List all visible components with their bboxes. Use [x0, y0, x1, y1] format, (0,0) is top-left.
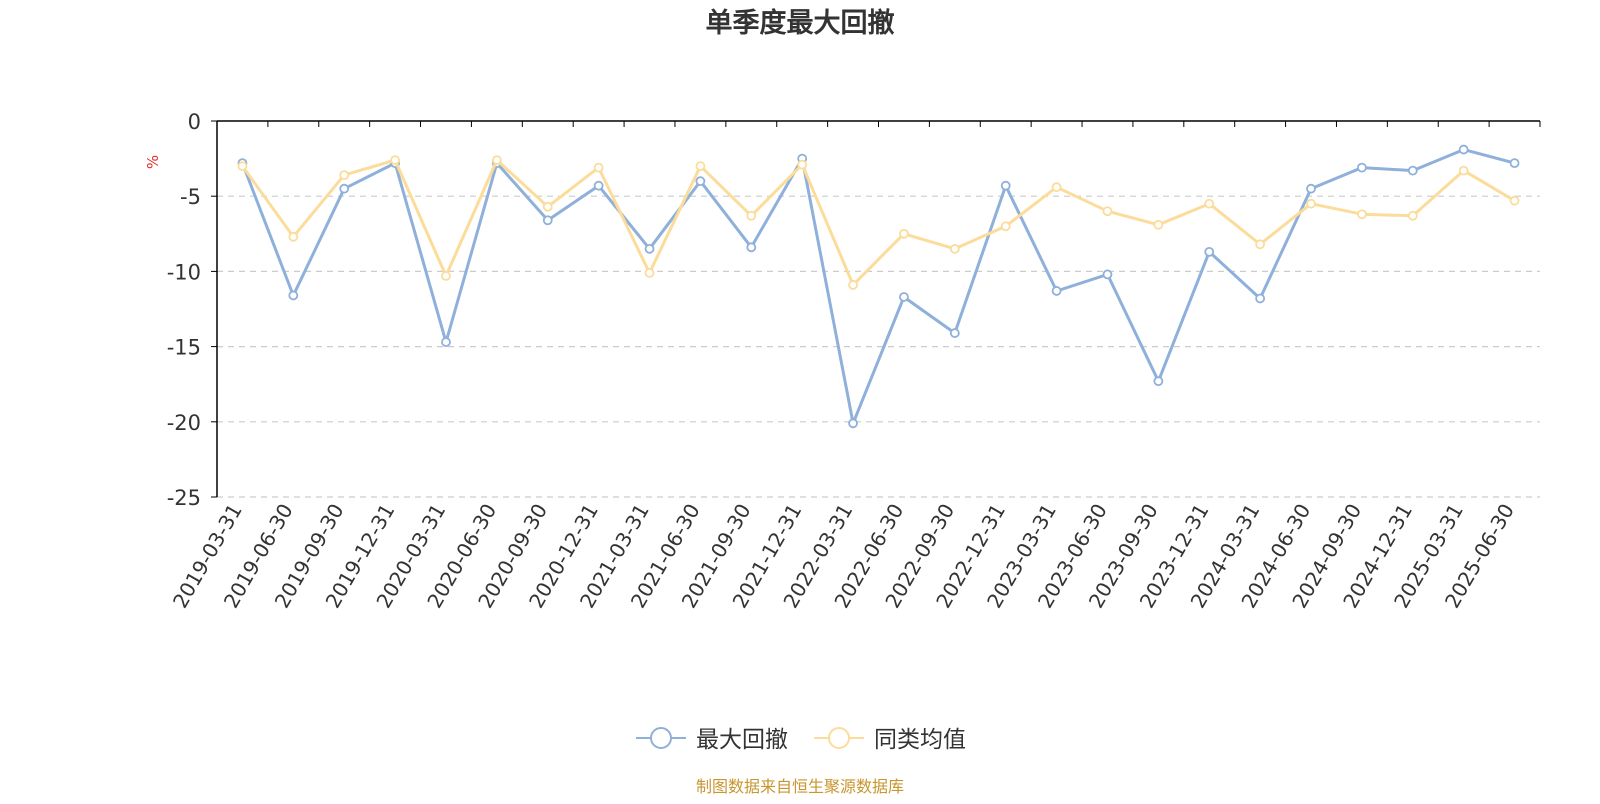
- axes: 0-5-10-15-20-252019-03-312019-06-302019-…: [167, 110, 1541, 612]
- series-line-1: [241, 158, 1516, 287]
- data-point-1[interactable]: [1357, 209, 1367, 220]
- data-point-1[interactable]: [695, 161, 706, 172]
- data-point-1[interactable]: [441, 271, 451, 281]
- legend-item-drawdown[interactable]: 最大回撤: [636, 727, 788, 753]
- chart-title: 单季度最大回撤: [706, 7, 895, 39]
- data-point-0[interactable]: [1102, 269, 1113, 280]
- data-point-1[interactable]: [1102, 206, 1113, 217]
- data-point-0[interactable]: [848, 418, 858, 429]
- legend-item-peer-average[interactable]: 同类均值: [814, 727, 966, 753]
- data-point-1[interactable]: [1255, 239, 1266, 250]
- data-point-0[interactable]: [339, 183, 350, 194]
- data-point-0[interactable]: [899, 292, 909, 302]
- data-point-1[interactable]: [949, 243, 960, 254]
- data-point-1[interactable]: [644, 268, 655, 278]
- series-line-0: [240, 148, 1515, 425]
- data-point-0[interactable]: [1357, 162, 1367, 173]
- legend-marker-peer-average: [828, 727, 850, 749]
- data-point-1[interactable]: [1509, 195, 1520, 206]
- series-group: [237, 144, 1520, 429]
- data-point-1[interactable]: [237, 161, 248, 172]
- data-point-1[interactable]: [1407, 210, 1418, 221]
- data-point-1[interactable]: [1204, 198, 1215, 209]
- data-point-0[interactable]: [1000, 180, 1011, 191]
- data-point-0[interactable]: [542, 215, 553, 226]
- legend-label-peer-average: 同类均值: [874, 727, 966, 753]
- legend-label-drawdown: 最大回撤: [696, 727, 788, 753]
- data-point-0[interactable]: [1458, 144, 1469, 155]
- y-tick-label: -25: [167, 486, 201, 510]
- data-point-1[interactable]: [899, 228, 909, 239]
- data-point-0[interactable]: [593, 180, 604, 191]
- y-axis-unit-label: %: [144, 155, 162, 169]
- data-point-1[interactable]: [491, 155, 502, 166]
- data-point-0[interactable]: [1306, 183, 1316, 194]
- legend-marker-drawdown: [650, 727, 672, 749]
- data-point-0[interactable]: [1051, 286, 1062, 296]
- data-point-0[interactable]: [1255, 293, 1266, 304]
- legend: 最大回撤 同类均值: [636, 727, 966, 753]
- data-point-1[interactable]: [593, 162, 604, 173]
- data-point-0[interactable]: [695, 176, 706, 187]
- data-point-1[interactable]: [746, 210, 757, 221]
- y-tick-label: -15: [167, 336, 201, 360]
- data-point-1[interactable]: [848, 280, 858, 290]
- data-point-1[interactable]: [542, 201, 553, 212]
- data-source-note: 制图数据来自恒生聚源数据库: [696, 777, 904, 796]
- data-point-1[interactable]: [797, 159, 808, 170]
- y-tick-label: 0: [188, 110, 201, 134]
- data-point-1[interactable]: [1458, 165, 1469, 176]
- data-point-0[interactable]: [1509, 158, 1520, 169]
- y-tick-label: -20: [167, 411, 201, 435]
- data-point-1[interactable]: [1000, 221, 1011, 232]
- data-point-0[interactable]: [441, 337, 451, 347]
- data-point-1[interactable]: [390, 155, 400, 166]
- data-point-1[interactable]: [1306, 198, 1316, 209]
- data-point-1[interactable]: [1153, 219, 1164, 230]
- data-point-1[interactable]: [1051, 182, 1062, 193]
- data-point-0[interactable]: [949, 328, 960, 338]
- data-point-1[interactable]: [288, 231, 299, 242]
- data-point-0[interactable]: [288, 290, 299, 301]
- data-point-0[interactable]: [1153, 376, 1164, 387]
- data-point-1[interactable]: [339, 170, 350, 181]
- data-point-0[interactable]: [1204, 246, 1215, 257]
- data-point-0[interactable]: [1407, 165, 1418, 176]
- grid-lines: [217, 195, 1540, 498]
- data-point-0[interactable]: [644, 243, 655, 254]
- y-tick-label: -5: [180, 185, 201, 209]
- data-point-0[interactable]: [746, 242, 757, 253]
- y-tick-label: -10: [167, 260, 201, 284]
